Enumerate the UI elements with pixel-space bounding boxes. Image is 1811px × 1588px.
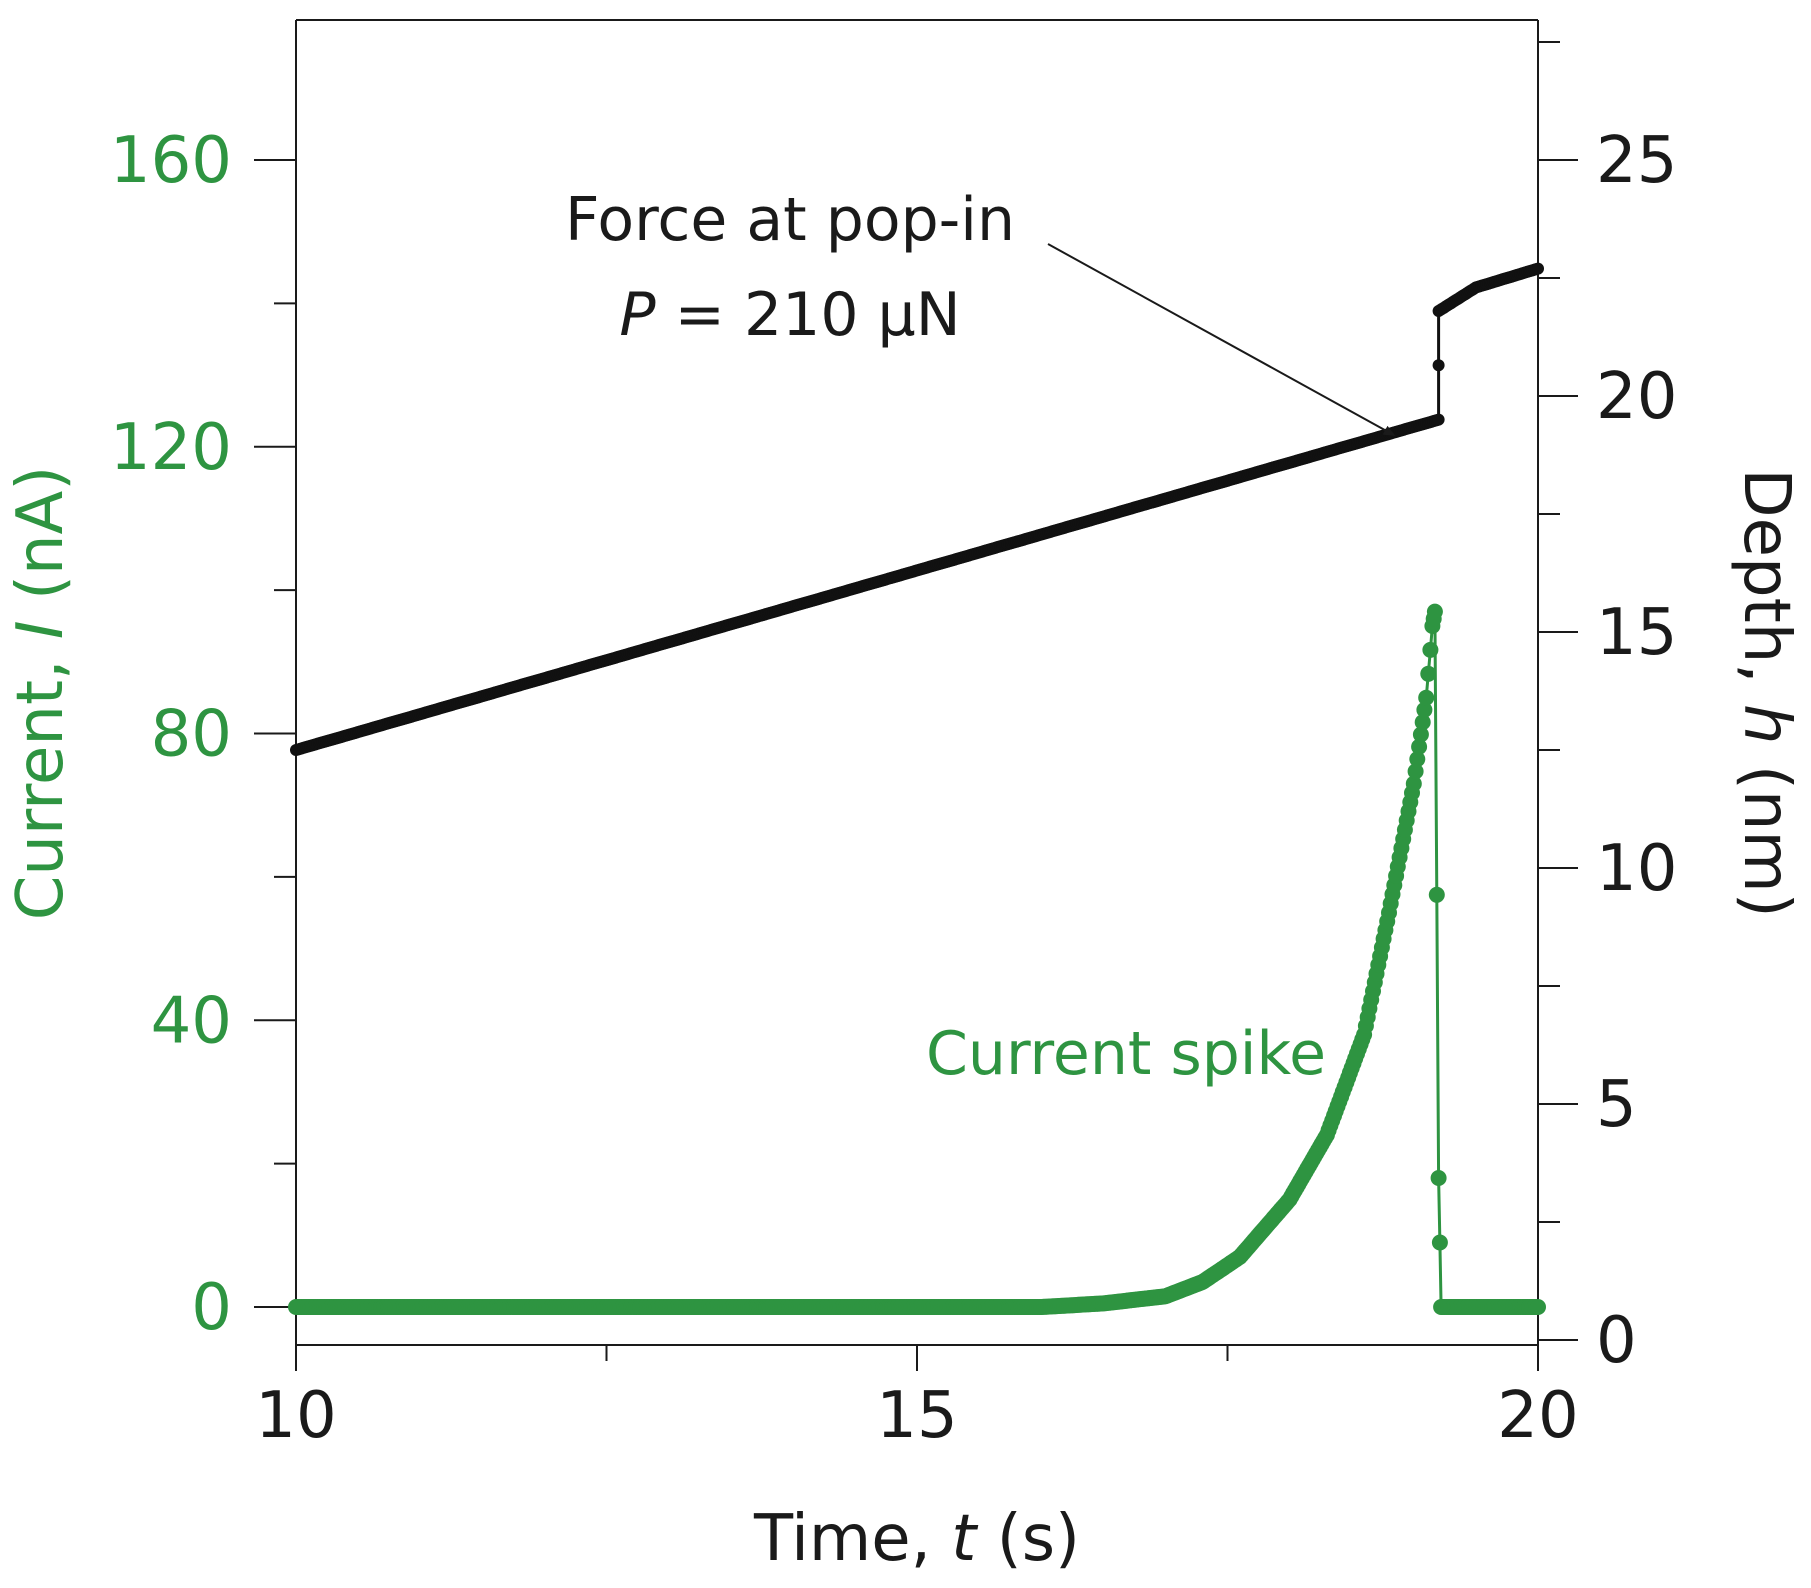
series-layer (288, 262, 1546, 1315)
y-right-title-suffix: (nm) (1729, 745, 1803, 918)
y-left-tick-label-3: 120 (110, 411, 232, 485)
series-0-point-645 (1432, 359, 1445, 372)
y-right-tick-label-0: 0 (1596, 1304, 1637, 1378)
x-tick-label-0: 10 (255, 1379, 336, 1453)
annotation-arrow (1047, 243, 1396, 437)
y-left-title-suffix: (nA) (4, 466, 78, 621)
annotation-force-var: P (619, 280, 656, 350)
series-1-point-631 (1407, 763, 1424, 780)
series-1-point-642 (1426, 603, 1443, 620)
series-1-point-636 (1416, 701, 1433, 718)
y-left-title-prefix: Current, (4, 639, 78, 920)
x-axis-title: Time, t (s) (753, 1502, 1080, 1576)
series-1-point-633 (1411, 738, 1428, 755)
axis-titles: Time, t (s) Current, I (nA) Depth, h (nm… (4, 466, 1803, 1576)
series-1 (288, 603, 1546, 1315)
annotation-force-line1: Force at pop-in (565, 185, 1015, 255)
series-1-point-634 (1412, 726, 1429, 743)
x-tick-label-1: 15 (876, 1379, 957, 1453)
annotation-force-line2: P = 210 μN (619, 280, 960, 350)
y-left-title-var: I (4, 620, 78, 639)
series-1-point-644 (1430, 1170, 1447, 1186)
x-axis-title-var: t (951, 1502, 979, 1576)
y-left-axis-title: Current, I (nA) (4, 466, 78, 921)
y-left-tick-label-0: 0 (191, 1271, 232, 1345)
series-1-point-632 (1409, 751, 1426, 768)
series-1-point-701 (1530, 1299, 1546, 1315)
series-1-line (296, 611, 1538, 1309)
series-1-point-643 (1428, 886, 1445, 903)
series-0 (290, 262, 1544, 756)
y-left-tick-label-2: 80 (151, 698, 232, 772)
annotation-force-value: = 210 μN (656, 280, 961, 350)
y-right-title-var: h (1729, 704, 1803, 745)
annotation-current-spike: Current spike (926, 1019, 1326, 1089)
y-left-tick-label-4: 160 (110, 124, 232, 198)
y-right-tick-label-5: 25 (1596, 124, 1677, 198)
y-right-tick-label-1: 5 (1596, 1068, 1637, 1142)
series-1-point-645 (1431, 1234, 1448, 1251)
series-1-point-637 (1418, 689, 1435, 706)
y-left-tick-label-1: 40 (151, 984, 232, 1058)
x-axis-title-suffix: (s) (976, 1502, 1080, 1576)
series-0-point-702 (1532, 262, 1544, 275)
y-right-tick-label-4: 20 (1596, 360, 1677, 434)
y-right-tick-label-2: 10 (1596, 832, 1677, 906)
annotation-layer: Force at pop-in P = 210 μN Current spike (565, 185, 1396, 1089)
y-right-axis-title: Depth, h (nm) (1729, 468, 1803, 917)
y-right-title-prefix: Depth, (1729, 468, 1803, 704)
series-1-point-638 (1420, 665, 1437, 682)
series-1-point-639 (1422, 641, 1439, 658)
series-1-point-635 (1414, 714, 1431, 731)
series-1-point-630 (1405, 775, 1422, 792)
x-axis-title-prefix: Time, (753, 1502, 951, 1576)
y-right-tick-label-3: 15 (1596, 596, 1677, 670)
x-tick-label-2: 20 (1497, 1379, 1578, 1453)
series-0-point-644 (1432, 413, 1445, 426)
